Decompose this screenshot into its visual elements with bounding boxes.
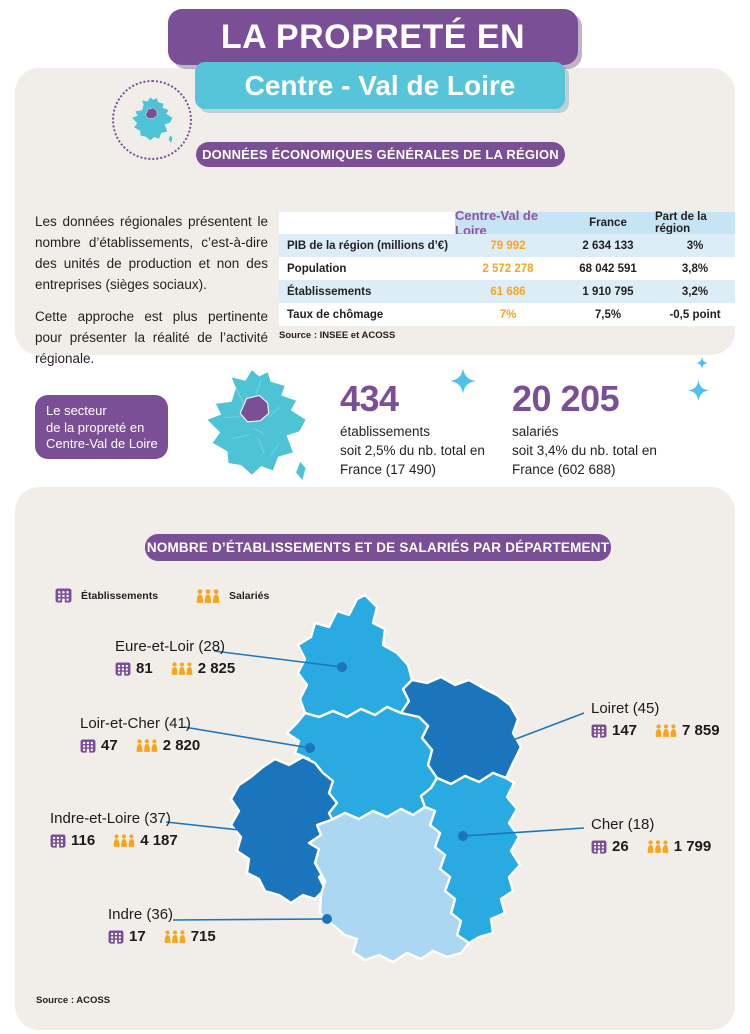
- employees-icon: [113, 834, 135, 847]
- table-source: Source : INSEE et ACOSS: [279, 330, 396, 341]
- table-row-label: Taux de chômage: [287, 308, 384, 321]
- table-header-region: Centre-Val de Loire: [455, 208, 561, 238]
- table-cell-france: 68 042 591: [579, 262, 637, 275]
- table-cell-region: 61 686: [455, 280, 561, 303]
- table-cell-region: 7%: [499, 308, 517, 321]
- establishments-icon: [591, 839, 607, 854]
- table-header-france: France: [561, 212, 655, 234]
- sector-label-line: de la propreté en: [46, 419, 145, 435]
- table-row-label: PIB de la région (millions d’€): [279, 234, 455, 257]
- table-cell-france: 1 910 795: [561, 280, 655, 303]
- sparkle-icon: [696, 357, 708, 369]
- section-banner-departments-label: NOMBRE D’ÉTABLISSEMENTS ET DE SALARIÉS P…: [146, 540, 610, 555]
- page-title: LA PROPRETÉ EN: [220, 17, 526, 56]
- dept-label-indre: Indre (36) 17 715: [108, 906, 216, 945]
- section-banner-departments: NOMBRE D’ÉTABLISSEMENTS ET DE SALARIÉS P…: [145, 534, 611, 561]
- dept-label-indre-et-loire: Indre-et-Loire (37) 116 4 187: [50, 810, 178, 849]
- establishments-icon: [50, 833, 66, 848]
- table-cell-part: 3%: [655, 234, 735, 257]
- intro-text: Les données régionales présentent le nom…: [35, 211, 268, 380]
- table-header-part: Part de la région: [655, 211, 735, 235]
- stat-employees-value: 20 205: [512, 378, 620, 419]
- table-row-label: Établissements: [279, 280, 455, 303]
- legend-establishments-label: Établissements: [81, 589, 159, 602]
- legend-employees-label: Salariés: [229, 589, 270, 602]
- establishments-icon: [591, 723, 607, 738]
- table-cell-part: 3,8%: [681, 262, 709, 275]
- establishments-icon: [55, 588, 72, 603]
- section-banner-economy-label: DONNÉES ÉCONOMIQUES GÉNÉRALES DE LA RÉGI…: [202, 147, 559, 162]
- intro-paragraph-1: Les données régionales présentent le nom…: [35, 214, 268, 292]
- table-cell-france: 7,5%: [594, 308, 622, 321]
- table-cell-part: 3,2%: [655, 280, 735, 303]
- establishments-icon: [80, 738, 96, 753]
- map-legend: Établissements Salariés: [55, 588, 269, 603]
- region-department-map: [229, 593, 523, 964]
- employees-icon: [164, 930, 186, 943]
- sector-label-box: Le secteur de la propreté en Centre-Val …: [35, 395, 168, 459]
- employees-icon: [196, 588, 220, 603]
- department-eure-et-loir: [296, 593, 414, 719]
- employees-icon: [171, 662, 193, 675]
- intro-paragraph-2: Cette approche est plus pertinente pour …: [35, 309, 268, 366]
- sparkle-icon: [450, 368, 476, 394]
- sector-label-line: Le secteur: [46, 403, 107, 418]
- dept-label-eure-et-loir: Eure-et-Loir (28) 81 2 825: [115, 638, 236, 677]
- france-badge: [112, 80, 192, 160]
- sector-label-line: Centre-Val de Loire: [46, 436, 158, 451]
- region-title: Centre - Val de Loire: [244, 69, 516, 101]
- table-cell-region: 79 992: [455, 234, 561, 257]
- france-map-icon: [131, 97, 173, 143]
- table-cell-part: -0,5 point: [669, 308, 721, 321]
- region-title-banner: Centre - Val de Loire: [195, 62, 565, 109]
- stat-employees: 20 205 salariés soit 3,4% du nb. total e…: [512, 380, 682, 479]
- stat-establishments-value: 434: [340, 378, 399, 419]
- table-row-label: Population: [287, 262, 347, 275]
- section-banner-economy: DONNÉES ÉCONOMIQUES GÉNÉRALES DE LA RÉGI…: [196, 142, 565, 167]
- table-cell-region: 2 572 278: [482, 262, 534, 275]
- economic-table: Centre-Val de Loire France Part de la ré…: [279, 208, 735, 326]
- employees-icon: [655, 724, 677, 737]
- sparkle-icon: [688, 380, 709, 401]
- map-source: Source : ACOSS: [36, 995, 111, 1006]
- employees-icon: [136, 739, 158, 752]
- table-cell-france: 2 634 133: [561, 234, 655, 257]
- department-indre-et-loire: [229, 755, 339, 905]
- table-header-empty: [279, 212, 455, 234]
- establishments-icon: [115, 661, 131, 676]
- department-indre: [307, 805, 471, 964]
- header-title-banner: LA PROPRETÉ EN: [168, 9, 578, 65]
- stat-establishments-text: établissements soit 2,5% du nb. total en…: [340, 424, 485, 477]
- establishments-icon: [108, 929, 124, 944]
- employees-icon: [647, 840, 669, 853]
- dept-label-loir-et-cher: Loir-et-Cher (41) 47 2 820: [80, 715, 201, 754]
- sector-france-map: [206, 369, 307, 481]
- stat-establishments: 434 établissements soit 2,5% du nb. tota…: [340, 380, 510, 479]
- stat-employees-text: salariés soit 3,4% du nb. total en Franc…: [512, 424, 657, 477]
- dept-label-loiret: Loiret (45) 147 7 859: [591, 700, 720, 739]
- dept-label-cher: Cher (18) 26 1 799: [591, 816, 712, 855]
